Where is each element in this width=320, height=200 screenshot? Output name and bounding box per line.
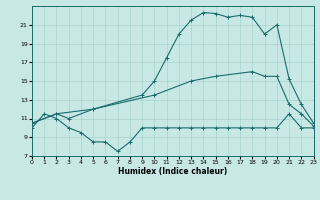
- X-axis label: Humidex (Indice chaleur): Humidex (Indice chaleur): [118, 167, 228, 176]
